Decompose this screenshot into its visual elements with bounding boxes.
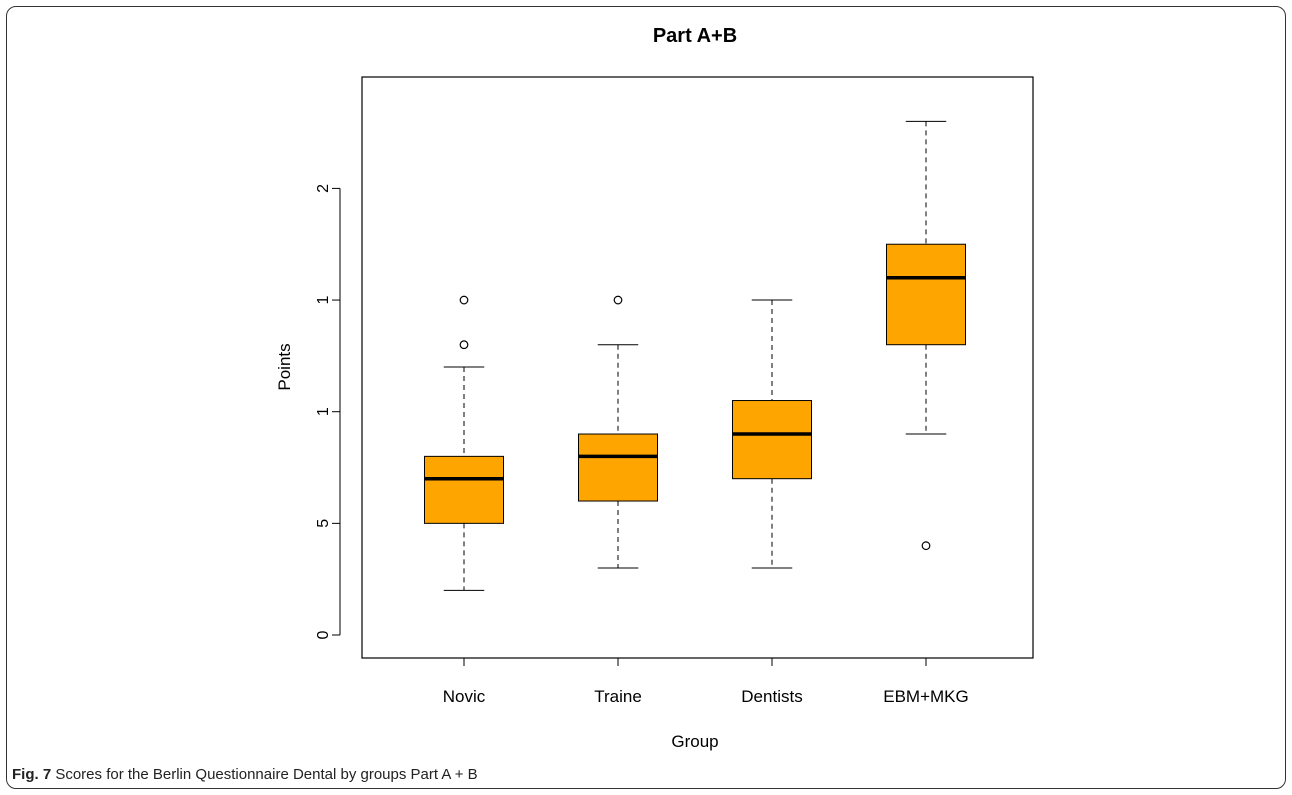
x-tick-label: Traine (594, 687, 642, 706)
y-tick-label: 0 (315, 630, 332, 639)
x-tick-label: EBM+MKG (883, 687, 969, 706)
figure-frame (6, 6, 1286, 789)
iqr-box (732, 400, 812, 480)
figure-caption-label: Fig. 7 (12, 766, 52, 783)
y-axis: 0 5 1 1 2 (315, 184, 341, 639)
box-traine (578, 295, 658, 569)
y-tick-label: 2 (315, 184, 332, 193)
iqr-box (578, 433, 658, 502)
box-ebm-mkg (886, 120, 966, 551)
box-dentists (732, 299, 812, 569)
box-novic (424, 295, 504, 591)
figure-caption: Fig. 7 Scores for the Berlin Questionnai… (12, 766, 478, 783)
y-axis-label: Points (275, 343, 294, 390)
figure-caption-text: Scores for the Berlin Questionnaire Dent… (51, 766, 478, 783)
boxplot-chart: Part A+B 0 5 1 1 2 Novic Traine Dentists EBM+MK… (275, 25, 1034, 751)
outlier-point (459, 340, 469, 350)
iqr-box (886, 243, 966, 346)
y-tick-label: 5 (315, 519, 332, 528)
x-tick-label: Dentists (741, 687, 802, 706)
x-axis: Novic Traine Dentists EBM+MKG (443, 657, 969, 706)
y-tick-label: 1 (315, 296, 332, 305)
outlier-point (613, 295, 623, 305)
iqr-box (424, 455, 504, 524)
outlier-point (459, 295, 469, 305)
chart-title: Part A+B (653, 25, 737, 47)
outlier-point (921, 541, 931, 551)
y-tick-label: 1 (315, 407, 332, 416)
x-tick-label: Novic (443, 687, 486, 706)
x-axis-label: Group (671, 732, 718, 751)
boxes (424, 120, 966, 591)
